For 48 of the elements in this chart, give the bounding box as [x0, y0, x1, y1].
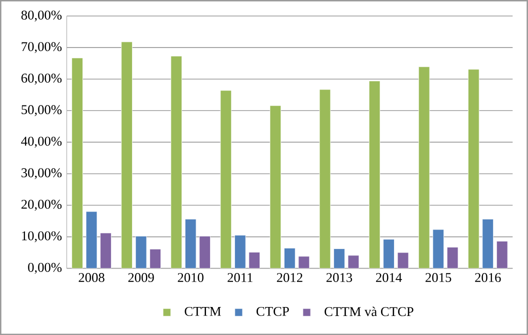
bar — [319, 89, 331, 268]
bar — [248, 252, 260, 268]
y-tick-label: 60,00% — [21, 74, 62, 85]
bar — [418, 66, 430, 268]
bar — [446, 246, 458, 268]
bar — [72, 58, 83, 268]
bar — [368, 80, 380, 268]
y-tick-label: 30,00% — [22, 168, 62, 180]
bar — [432, 229, 444, 268]
y-tick-label: 50,00% — [22, 105, 62, 116]
bar — [482, 218, 494, 268]
y-tick-label: 10,00% — [22, 231, 62, 242]
bar — [348, 255, 360, 268]
x-tick-label: 2015 — [426, 273, 452, 282]
bar — [199, 236, 210, 268]
bar — [334, 248, 345, 268]
bar — [150, 248, 161, 268]
y-tick-label: 80,00% — [21, 10, 62, 22]
x-tick-label: 2014 — [376, 273, 402, 282]
legend-label: CTCP — [256, 306, 289, 316]
legend-label: CTTM và CTCP — [324, 306, 414, 316]
bar — [121, 42, 132, 268]
x-tick-label: 2016 — [475, 273, 501, 282]
bar — [86, 211, 98, 268]
x-tick-label: 2013 — [326, 273, 352, 282]
y-tick-label: 20,00% — [21, 200, 62, 211]
bar — [170, 56, 182, 268]
bar — [135, 236, 147, 268]
x-tick-label: 2009 — [128, 273, 154, 282]
bar — [496, 240, 508, 268]
bar — [270, 105, 282, 268]
bar — [284, 248, 296, 268]
bar — [100, 232, 112, 268]
bar — [468, 69, 480, 268]
y-tick-label: 0,00% — [28, 262, 62, 274]
x-tick-label: 2011 — [228, 273, 252, 282]
y-tick-label: 70,00% — [22, 42, 62, 53]
bar — [234, 234, 246, 268]
bar — [298, 256, 310, 268]
x-tick-label: 2010 — [178, 273, 204, 282]
bar — [184, 218, 196, 268]
bar — [397, 252, 409, 268]
x-tick-label: 2012 — [276, 273, 302, 282]
x-tick-label: 2008 — [78, 273, 104, 282]
y-tick-label: 40,00% — [21, 136, 62, 148]
legend-label: CTTM — [184, 306, 221, 316]
bar — [220, 90, 232, 268]
bar — [383, 239, 394, 268]
